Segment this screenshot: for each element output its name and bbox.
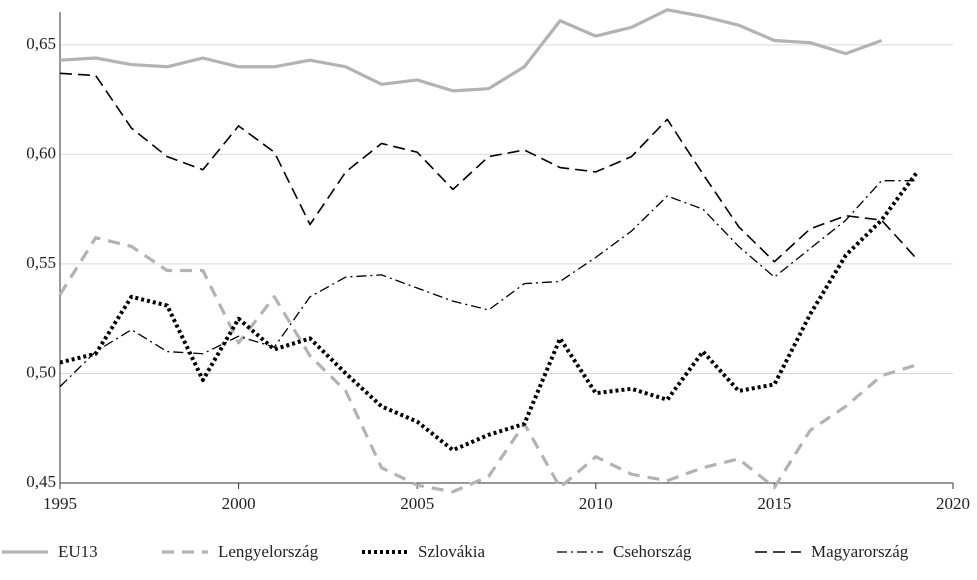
y-tick-label: 0,45: [26, 472, 56, 491]
legend-label: Csehország: [613, 542, 692, 561]
legend-label: Magyarország: [811, 542, 909, 561]
x-tick-label: 2015: [757, 494, 791, 513]
legend-label: EU13: [58, 542, 98, 561]
legend-label: Szlovákia: [418, 542, 485, 561]
x-tick-label: 2010: [579, 494, 613, 513]
y-tick-label: 0,55: [26, 253, 56, 272]
series-line: [59, 72, 918, 263]
series-line: [59, 180, 918, 388]
legend-label: Lengyelország: [218, 542, 319, 561]
y-tick-label: 0,50: [26, 362, 56, 381]
y-tick-label: 0,65: [26, 34, 56, 53]
series-line: [59, 8, 883, 93]
series-line: [58, 236, 918, 494]
x-tick-label: 1995: [43, 494, 77, 513]
x-tick-label: 2000: [222, 494, 256, 513]
series-line: [59, 170, 919, 453]
x-tick-label: 2005: [400, 494, 434, 513]
x-tick-label: 2020: [936, 494, 970, 513]
y-tick-label: 0,60: [26, 143, 56, 162]
